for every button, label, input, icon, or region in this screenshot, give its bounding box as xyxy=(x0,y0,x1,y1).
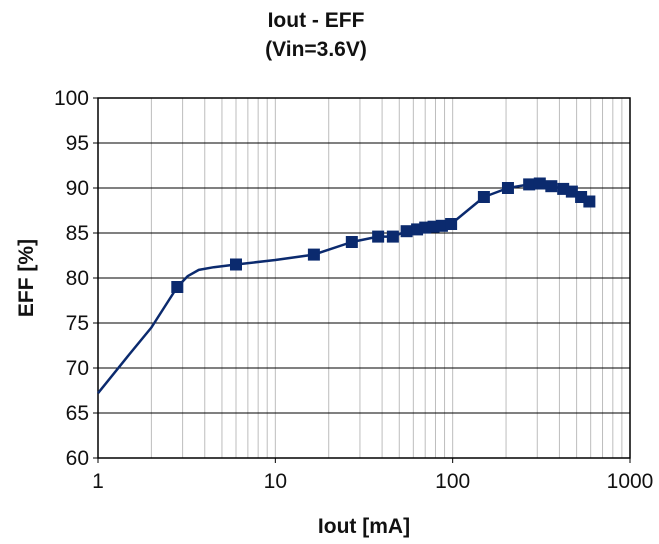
data-point xyxy=(523,178,536,191)
chart-title: Iout - EFF xyxy=(268,9,365,32)
x-axis-label: Iout [mA] xyxy=(318,515,410,538)
y-axis-label: EFF [%] xyxy=(15,239,38,317)
data-point xyxy=(229,258,242,271)
data-point xyxy=(545,180,558,193)
data-point xyxy=(477,191,490,203)
data-point xyxy=(501,182,514,194)
y-tick-label: 95 xyxy=(66,132,89,155)
data-point xyxy=(435,219,448,232)
data-point xyxy=(445,218,458,230)
y-tick-label: 65 xyxy=(66,402,89,425)
data-point xyxy=(583,195,596,208)
y-tick-label: 70 xyxy=(66,357,89,380)
data-point xyxy=(400,225,413,238)
x-tick-label: 100 xyxy=(435,470,470,493)
x-axis-ticks: 1 10 100 1000 xyxy=(92,458,653,493)
y-tick-label: 85 xyxy=(66,222,89,245)
series-markers xyxy=(171,177,596,293)
chart-subtitle: (Vin=3.6V) xyxy=(265,38,367,61)
data-point xyxy=(533,177,546,190)
data-point xyxy=(372,230,385,243)
data-point xyxy=(386,230,399,243)
data-point xyxy=(307,248,320,261)
y-axis-ticks: 60 65 70 75 80 85 90 95 100 xyxy=(54,87,98,470)
y-tick-label: 75 xyxy=(66,312,89,335)
y-tick-label: 80 xyxy=(66,267,89,290)
x-tick-label: 1000 xyxy=(607,470,654,493)
y-tick-label: 90 xyxy=(66,177,89,200)
data-point xyxy=(565,185,578,198)
grid-lines xyxy=(98,98,630,458)
y-tick-label: 100 xyxy=(54,87,89,110)
data-point xyxy=(345,236,358,248)
data-point xyxy=(171,281,184,293)
x-tick-label: 10 xyxy=(264,470,287,493)
y-tick-label: 60 xyxy=(66,447,89,470)
x-tick-label: 1 xyxy=(92,470,104,493)
